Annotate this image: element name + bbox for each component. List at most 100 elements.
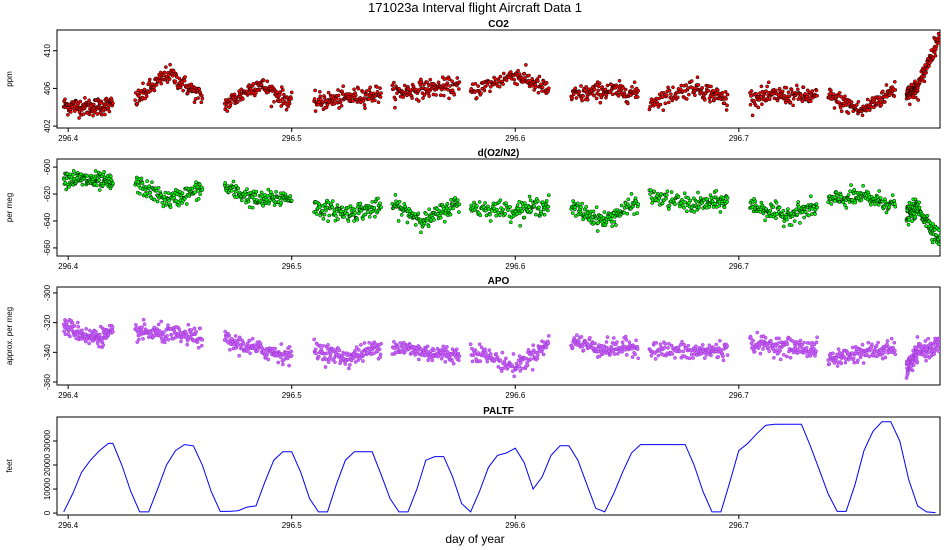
data-point: [402, 83, 407, 88]
data-point: [168, 62, 172, 67]
data-point: [494, 213, 499, 218]
data-point: [284, 107, 289, 112]
data-point: [627, 340, 632, 345]
data-point: [725, 199, 729, 204]
data-point: [154, 83, 159, 87]
data-point: [250, 205, 255, 210]
data-point: [772, 355, 776, 360]
data-point: [152, 88, 157, 93]
data-point: [576, 201, 580, 206]
data-point: [611, 336, 616, 340]
data-point: [195, 340, 200, 344]
data-point: [476, 84, 481, 88]
data-point: [859, 109, 864, 114]
data-point: [257, 88, 262, 92]
data-point: [141, 81, 145, 86]
data-point: [200, 337, 205, 342]
data-point: [410, 96, 414, 100]
data-point: [415, 349, 420, 353]
data-point: [239, 198, 244, 203]
series-0: [61, 30, 940, 120]
data-point: [655, 191, 660, 196]
data-point: [696, 83, 701, 87]
x-tick-label: 296.4: [58, 262, 79, 271]
data-point: [874, 344, 879, 348]
x-tick-label: 296.7: [729, 262, 750, 271]
data-point: [851, 356, 856, 361]
data-point: [501, 207, 505, 212]
data-point: [320, 208, 325, 213]
data-point: [596, 221, 601, 225]
data-point: [916, 98, 921, 102]
data-point: [224, 105, 229, 109]
y-tick-label: 20000: [43, 453, 52, 476]
data-point: [330, 199, 335, 203]
data-point: [785, 217, 789, 222]
data-point: [800, 99, 805, 104]
data-point: [332, 101, 337, 106]
data-point: [717, 203, 722, 208]
data-point: [870, 342, 874, 347]
data-point: [814, 349, 818, 353]
data-point: [531, 343, 536, 348]
data-point: [287, 363, 291, 368]
data-point: [570, 211, 575, 215]
data-point: [286, 104, 290, 109]
data-point: [810, 89, 815, 93]
data-point: [658, 342, 663, 347]
y-axis-label: feet: [5, 459, 14, 473]
data-point: [247, 205, 252, 209]
segment-0: [61, 169, 115, 192]
data-point: [682, 205, 686, 210]
data-point: [664, 93, 669, 97]
data-point: [479, 91, 483, 96]
data-point: [859, 353, 864, 357]
y-axis-label: per meg: [5, 193, 14, 222]
data-point: [342, 215, 347, 219]
data-point: [428, 77, 433, 82]
data-point: [483, 208, 488, 213]
data-point: [80, 328, 84, 333]
data-point: [326, 219, 330, 224]
data-point: [375, 89, 380, 94]
data-point: [751, 338, 755, 343]
data-point: [392, 80, 396, 85]
data-point: [625, 101, 630, 106]
data-point: [501, 366, 506, 370]
data-point: [372, 206, 377, 210]
data-point: [173, 79, 178, 84]
data-point: [198, 326, 203, 331]
data-point: [844, 206, 849, 210]
data-point: [612, 352, 617, 356]
data-point: [144, 94, 149, 99]
data-point: [537, 74, 542, 79]
data-point: [915, 359, 920, 364]
data-point: [666, 85, 670, 90]
data-point: [376, 100, 381, 105]
data-point: [924, 70, 928, 75]
data-point: [526, 348, 531, 352]
data-point: [541, 352, 546, 357]
data-point: [704, 352, 709, 357]
data-point: [785, 342, 790, 346]
data-point: [379, 205, 383, 210]
data-point: [815, 335, 819, 340]
data-point: [708, 193, 713, 198]
data-point: [841, 200, 846, 204]
data-point: [910, 219, 915, 224]
data-point: [880, 89, 885, 94]
data-point: [866, 340, 871, 345]
x-tick-label: 296.6: [505, 134, 526, 143]
data-point: [199, 100, 204, 105]
data-point: [448, 212, 453, 217]
data-point: [889, 336, 894, 341]
data-point: [483, 201, 487, 205]
data-point: [913, 214, 918, 219]
data-point: [165, 80, 170, 84]
data-point: [722, 205, 727, 210]
data-point: [317, 205, 322, 210]
data-point: [390, 83, 395, 88]
data-point: [348, 363, 352, 367]
data-point: [508, 205, 512, 209]
data-point: [657, 349, 662, 353]
